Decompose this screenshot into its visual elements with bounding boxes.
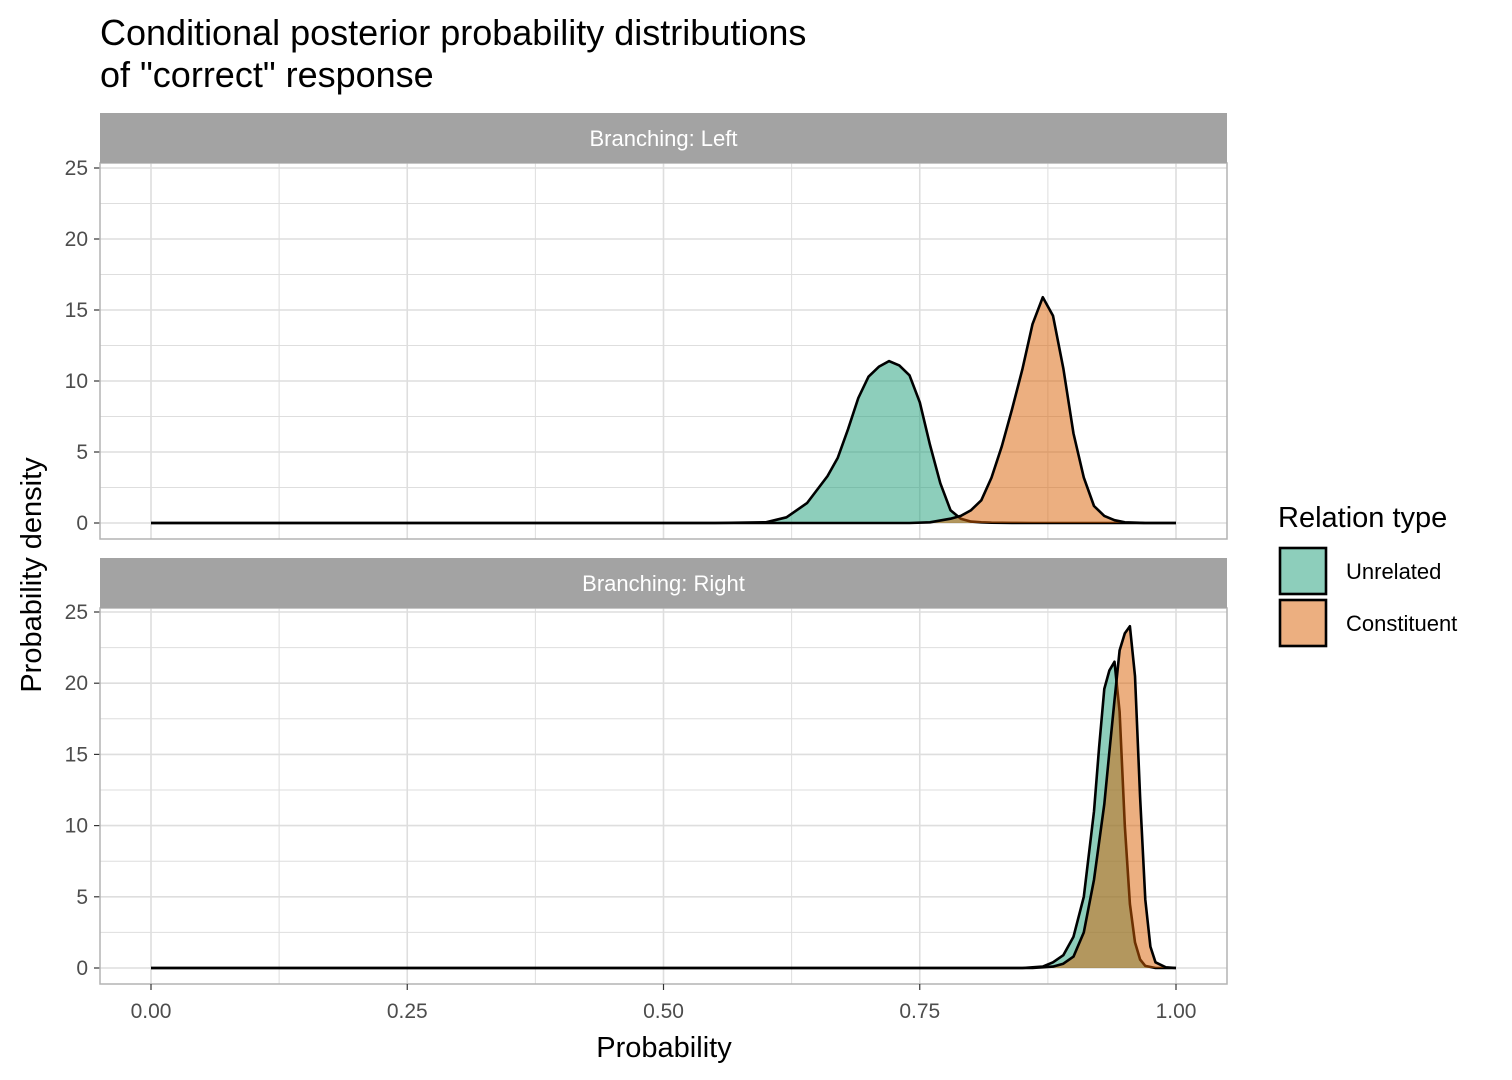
y-tick-label: 10 xyxy=(65,815,88,838)
facet-panel: 0 5 10 15 20 25 Branching: Right xyxy=(65,558,1228,985)
y-tick-label: 25 xyxy=(65,157,88,180)
legend-label-constituent: Constituent xyxy=(1346,611,1457,636)
facet-strip xyxy=(100,558,1227,608)
y-tick-label: 15 xyxy=(65,299,88,322)
x-tick-label: 0.00 xyxy=(131,1000,172,1023)
facet-strip xyxy=(100,113,1227,163)
x-tick-label: 1.00 xyxy=(1156,1000,1197,1023)
facet-panels: 0 5 10 15 20 25 Branching: Left 0 5 10 15 20 25 Branc… xyxy=(65,113,1228,985)
facet-strip-label: Branching: Right xyxy=(582,571,745,596)
y-tick-label: 15 xyxy=(65,743,88,766)
x-axis-title: Probability xyxy=(596,1032,732,1064)
legend-key-constituent xyxy=(1278,598,1328,648)
facet-panel: 0 5 10 15 20 25 Branching: Left xyxy=(65,113,1228,540)
y-tick-label: 10 xyxy=(65,370,88,393)
x-axis: 0.00 0.25 0.50 0.75 1.00 xyxy=(131,984,1197,1023)
x-tick-label: 0.75 xyxy=(899,1000,940,1023)
y-tick-label: 0 xyxy=(76,957,88,980)
legend-title: Relation type xyxy=(1278,502,1447,534)
legend-label-unrelated: Unrelated xyxy=(1346,559,1441,584)
y-tick-label: 20 xyxy=(65,228,88,251)
density-area-unrelated xyxy=(151,361,1176,523)
x-tick-label: 0.50 xyxy=(643,1000,684,1023)
facet-strip-label: Branching: Left xyxy=(590,126,738,151)
legend-key-unrelated xyxy=(1278,546,1328,596)
y-tick-label: 0 xyxy=(76,512,88,535)
density-line-constituent xyxy=(151,295,1176,525)
y-tick-label: 25 xyxy=(65,601,88,624)
chart-title-line-1: Conditional posterior probability distri… xyxy=(100,12,806,53)
density-area-constituent xyxy=(151,297,1176,523)
chart-title-line-2: of "correct" response xyxy=(100,54,434,95)
y-axis-title: Probability density xyxy=(16,457,48,693)
legend: Relation type Unrelated Constituent xyxy=(1278,502,1457,648)
y-tick-label: 20 xyxy=(65,672,88,695)
y-tick-label: 5 xyxy=(76,886,88,909)
y-tick-label: 5 xyxy=(76,441,88,464)
x-tick-label: 0.25 xyxy=(387,1000,428,1023)
density-line-constituent xyxy=(151,624,1177,970)
chart-title: Conditional posterior probability distri… xyxy=(100,12,816,95)
